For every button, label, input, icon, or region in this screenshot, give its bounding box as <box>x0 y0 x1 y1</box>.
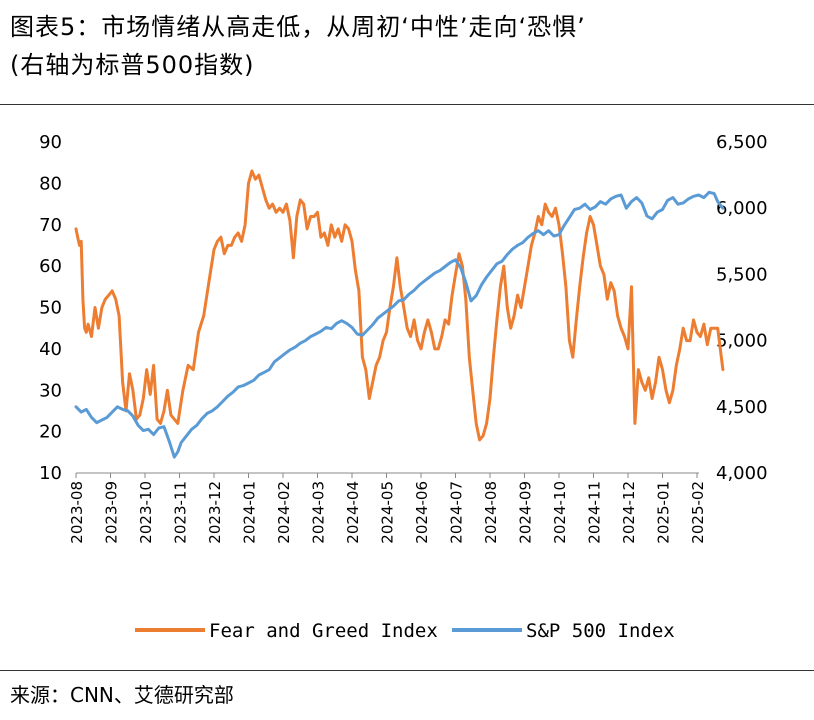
right-tick-label: 6,000 <box>716 198 768 219</box>
x-tick-label: 2024-03 <box>310 481 328 544</box>
x-tick-label: 2024-06 <box>413 481 431 544</box>
x-tick-label: 2024-02 <box>275 481 293 544</box>
legend-label-sp500: S&P 500 Index <box>526 620 675 642</box>
x-tick-label: 2023-11 <box>172 481 190 544</box>
right-tick-label: 4,000 <box>716 463 768 484</box>
left-tick-label: 20 <box>39 422 62 443</box>
left-tick-label: 40 <box>39 339 62 360</box>
source-note: 来源：CNN、艾德研究部 <box>10 683 234 707</box>
right-tick-label: 5,500 <box>716 264 768 285</box>
x-tick-label: 2024-04 <box>344 481 362 544</box>
x-tick-label: 2024-10 <box>551 481 569 544</box>
x-tick-label: 2024-12 <box>620 481 638 544</box>
x-tick-label: 2025-02 <box>689 481 707 544</box>
x-tick-label: 2024-01 <box>241 481 259 544</box>
line-chart: 10 20 30 40 50 60 70 80 90 4,000 4,500 5,000 5,500 6,… <box>39 132 768 642</box>
x-tick-label: 2023-09 <box>103 481 121 544</box>
x-tick-label: 2023-10 <box>137 481 155 544</box>
x-tick-label: 2024-05 <box>379 481 397 544</box>
left-tick-label: 60 <box>39 256 62 277</box>
x-tick-label: 2024-11 <box>586 481 604 544</box>
x-tick-label: 2024-09 <box>517 481 535 544</box>
x-tick-label: 2024-08 <box>482 481 500 544</box>
x-tick-label: 2025-01 <box>655 481 673 544</box>
right-tick-label: 4,500 <box>716 397 768 418</box>
chart-title: 图表5：市场情绪从高走低，从周初‘中性’走向‘恐惧’ (右轴为标普500指数) <box>10 8 810 84</box>
right-tick-label: 6,500 <box>716 132 768 153</box>
legend-label-fear-greed: Fear and Greed Index <box>209 620 438 642</box>
x-tick-label: 2024-07 <box>448 481 466 544</box>
sp500-line <box>74 190 725 459</box>
x-tick-label: 2023-12 <box>206 481 224 544</box>
left-tick-label: 50 <box>39 298 62 319</box>
left-tick-label: 70 <box>39 215 62 236</box>
left-tick-label: 90 <box>39 132 62 153</box>
fear-greed-line <box>74 169 725 442</box>
bottom-divider <box>0 670 814 671</box>
top-divider <box>0 104 814 105</box>
title-line-2: (右轴为标普500指数) <box>10 51 255 79</box>
left-tick-label: 30 <box>39 380 62 401</box>
right-tick-label: 5,000 <box>716 331 768 352</box>
x-tick-label: 2023-08 <box>68 481 86 544</box>
left-tick-label: 80 <box>39 173 62 194</box>
left-tick-label: 10 <box>39 463 62 484</box>
title-line-1: 图表5：市场情绪从高走低，从周初‘中性’走向‘恐惧’ <box>10 13 586 41</box>
